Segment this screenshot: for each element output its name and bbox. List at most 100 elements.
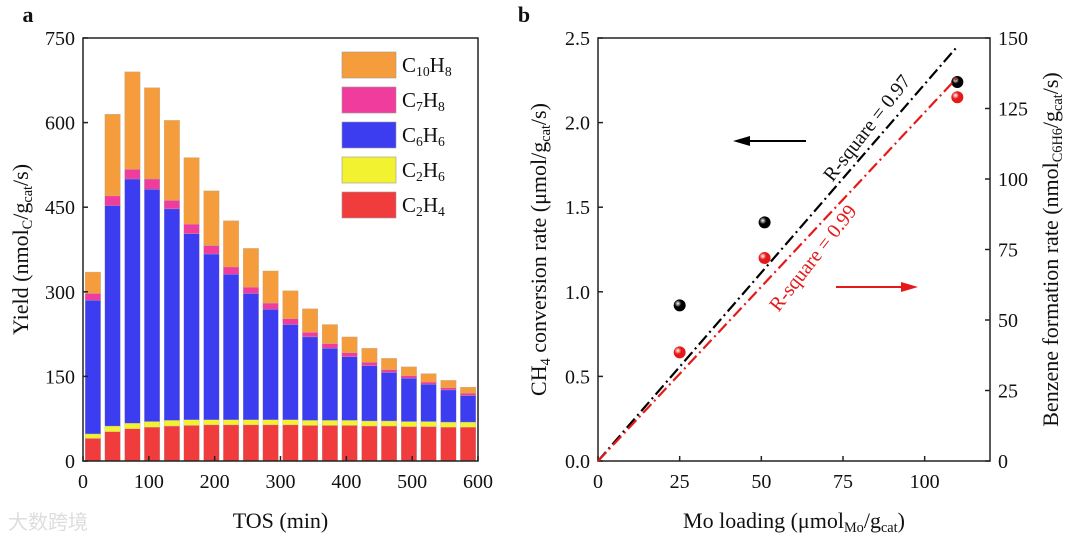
- bar-c2h6: [420, 421, 437, 427]
- legend-swatch-c10h8: [341, 51, 397, 79]
- bar-c7h8: [460, 393, 477, 396]
- bar-c2h6: [242, 419, 259, 426]
- legend-label-c2h6: C2H6: [402, 158, 445, 184]
- x-axis-title: TOS (min): [233, 508, 329, 533]
- panel-label-b: b: [518, 2, 530, 27]
- y-right-tick-label: 50: [998, 310, 1018, 332]
- bar-c6h6: [242, 293, 259, 420]
- bar-c2h6: [163, 420, 180, 427]
- bar-c6h6: [440, 389, 457, 423]
- bar-c2h6: [361, 420, 378, 427]
- data-point-left: [951, 75, 964, 88]
- bar-c2h6: [203, 419, 220, 426]
- bar-c10h8: [262, 270, 279, 304]
- bar-c6h6: [104, 205, 121, 427]
- y-right-tick-label: 0: [998, 451, 1008, 473]
- bar-c2h6: [381, 420, 398, 427]
- y-axis-title: Yield (nmolC/gcat/s): [8, 164, 36, 335]
- legend-swatch-c6h6: [341, 121, 397, 149]
- bar-c7h8: [361, 362, 378, 366]
- bar-c10h8: [183, 157, 200, 225]
- y-right-axis-title: Benzene formation rate (nmolC6H6/gcat/s): [1038, 72, 1066, 426]
- bar-c2h4: [163, 425, 180, 462]
- r-square-label-red: R-square = 0.99: [765, 201, 861, 316]
- bar-c2h4: [381, 425, 398, 462]
- bar-c7h8: [302, 332, 319, 338]
- arrow-right-icon: [901, 282, 918, 292]
- bar-c7h8: [124, 169, 141, 180]
- bar-c2h6: [144, 421, 161, 428]
- bar-c10h8: [440, 380, 457, 388]
- x-tick-label: 0: [593, 471, 603, 493]
- bar-c10h8: [400, 366, 417, 376]
- x-tick-label: 400: [331, 471, 361, 493]
- y-left-tick-label: 0.0: [565, 451, 590, 473]
- bar-c6h6: [124, 178, 141, 424]
- data-point-right: [758, 251, 771, 264]
- bar-c10h8: [321, 324, 338, 344]
- y-left-tick-label: 0.5: [565, 366, 590, 388]
- y-tick-label: 0: [65, 451, 75, 473]
- bar-c7h8: [163, 200, 180, 210]
- bar-c10h8: [242, 248, 259, 288]
- bar-c7h8: [183, 223, 200, 234]
- bar-c2h6: [302, 420, 319, 426]
- bar-c2h4: [400, 426, 417, 462]
- legend-label-c2h4: C2H4: [402, 193, 445, 219]
- bar-c2h6: [124, 423, 141, 430]
- legend-swatch-c2h4: [341, 191, 397, 219]
- fit-line-right: [597, 76, 959, 462]
- bar-c7h8: [440, 387, 457, 391]
- legend-swatch-c2h6: [341, 156, 397, 184]
- bar-c10h8: [302, 308, 319, 333]
- bar-c2h4: [341, 425, 358, 462]
- bar-c10h8: [163, 120, 180, 201]
- bar-c2h4: [282, 424, 299, 462]
- y-left-tick-label: 1.5: [565, 197, 590, 219]
- bar-c2h4: [203, 424, 220, 462]
- x-tick-label: 25: [670, 471, 690, 493]
- legend-label-c6h6: C6H6: [402, 123, 445, 149]
- bar-c6h6: [203, 253, 220, 420]
- bar-c2h4: [144, 427, 161, 462]
- bar-c2h6: [341, 420, 358, 426]
- bar-c2h4: [124, 428, 141, 462]
- x-tick-label: 100: [134, 471, 164, 493]
- bar-c6h6: [223, 274, 240, 420]
- fit-line-left: [597, 45, 959, 462]
- y-tick-label: 600: [45, 113, 75, 135]
- bar-c2h4: [440, 427, 457, 462]
- bar-c2h4: [460, 427, 477, 462]
- y-right-tick-label: 75: [998, 240, 1018, 262]
- x-tick-label: 0: [78, 471, 88, 493]
- y-tick-label: 300: [45, 282, 75, 304]
- data-point-right: [951, 91, 964, 104]
- y-right-tick-label: 150: [998, 28, 1028, 50]
- y-right-tick-label: 25: [998, 381, 1018, 403]
- y-right-tick-label: 125: [998, 99, 1028, 121]
- bar-c7h8: [262, 302, 279, 310]
- bar-c6h6: [341, 356, 358, 421]
- bar-c2h4: [420, 426, 437, 462]
- y-tick-label: 750: [45, 28, 75, 50]
- bar-c6h6: [381, 372, 398, 422]
- data-point-right: [673, 346, 686, 359]
- x-tick-label: 50: [751, 471, 771, 493]
- bar-c2h6: [262, 419, 279, 426]
- bar-c2h4: [84, 438, 101, 462]
- bar-c2h4: [183, 425, 200, 462]
- bar-c10h8: [104, 113, 121, 197]
- bar-c2h4: [361, 425, 378, 462]
- bar-c6h6: [163, 208, 180, 421]
- x-tick-label: 100: [910, 471, 940, 493]
- bar-c7h8: [104, 195, 121, 206]
- bar-c6h6: [460, 395, 477, 423]
- x-tick-label: 500: [397, 471, 427, 493]
- bar-c7h8: [144, 178, 161, 190]
- bar-c6h6: [183, 233, 200, 420]
- bar-c2h6: [223, 419, 240, 426]
- bar-c6h6: [282, 324, 299, 420]
- legend-label-c7h8: C7H8: [402, 88, 445, 114]
- bar-c2h6: [321, 420, 338, 426]
